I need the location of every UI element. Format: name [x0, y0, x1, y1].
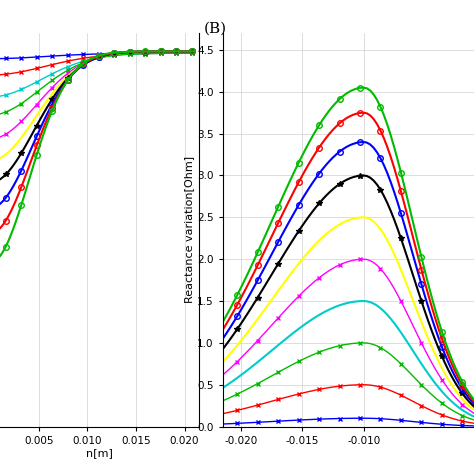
Text: (B): (B) [204, 21, 227, 36]
Y-axis label: Reactance variation[Ohm]: Reactance variation[Ohm] [184, 156, 194, 303]
X-axis label: n[m]: n[m] [86, 448, 113, 458]
